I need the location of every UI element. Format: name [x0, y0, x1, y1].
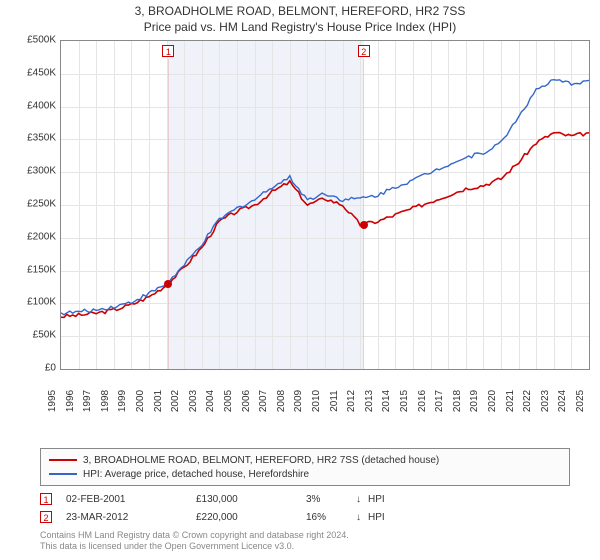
footer-attribution: Contains HM Land Registry data © Crown c…: [40, 530, 349, 552]
chart-titles: 3, BROADHOLME ROAD, BELMONT, HEREFORD, H…: [0, 0, 600, 34]
sale-marker-flag: 1: [162, 45, 174, 57]
ytick-label: £300K: [10, 166, 56, 177]
sales-table: 1 02-FEB-2001£130,0003%↓HPI 2 23-MAR-2012£2…: [40, 490, 570, 526]
sale-pct: 16%: [306, 512, 356, 523]
title-line1: 3, BROADHOLME ROAD, BELMONT, HEREFORD, H…: [0, 4, 600, 18]
sale-marker-flag: 2: [358, 45, 370, 57]
line-series-svg: [61, 41, 589, 369]
series-line: [61, 80, 589, 315]
ytick-label: £250K: [10, 199, 56, 210]
sale-dot: [360, 221, 368, 229]
chart-wrap: 12 £0£50K£100K£150K£200K£250K£300K£350K£…: [10, 40, 590, 410]
sale-date: 02-FEB-2001: [66, 494, 196, 505]
xtick-label: 2025: [575, 390, 600, 412]
sale-date: 23-MAR-2012: [66, 512, 196, 523]
sale-marker-icon: 1: [40, 493, 52, 505]
ytick-label: £450K: [10, 67, 56, 78]
series-line: [61, 133, 589, 318]
legend-row: 3, BROADHOLME ROAD, BELMONT, HEREFORD, H…: [49, 453, 561, 467]
legend-label: 3, BROADHOLME ROAD, BELMONT, HEREFORD, H…: [83, 455, 439, 466]
legend-row: HPI: Average price, detached house, Here…: [49, 467, 561, 481]
legend-label: HPI: Average price, detached house, Here…: [83, 469, 309, 480]
ytick-label: £500K: [10, 35, 56, 46]
ytick-label: £400K: [10, 100, 56, 111]
sale-marker-icon: 2: [40, 511, 52, 523]
ytick-label: £350K: [10, 133, 56, 144]
ytick-label: £50K: [10, 330, 56, 341]
plot-area: 12: [60, 40, 590, 370]
title-line2: Price paid vs. HM Land Registry's House …: [0, 20, 600, 34]
sale-hpi-label: HPI: [368, 512, 398, 523]
sale-dot: [164, 280, 172, 288]
footer-line2: This data is licensed under the Open Gov…: [40, 541, 349, 552]
legend-swatch: [49, 473, 77, 475]
ytick-label: £0: [10, 363, 56, 374]
sale-row: 2 23-MAR-2012£220,00016%↓HPI: [40, 508, 570, 526]
ytick-label: £200K: [10, 231, 56, 242]
legend-box: 3, BROADHOLME ROAD, BELMONT, HEREFORD, H…: [40, 448, 570, 486]
sale-pct: 3%: [306, 494, 356, 505]
footer-line1: Contains HM Land Registry data © Crown c…: [40, 530, 349, 541]
arrow-down-icon: ↓: [356, 494, 368, 505]
ytick-label: £100K: [10, 297, 56, 308]
sale-price: £220,000: [196, 512, 306, 523]
sale-hpi-label: HPI: [368, 494, 398, 505]
sale-price: £130,000: [196, 494, 306, 505]
ytick-label: £150K: [10, 264, 56, 275]
arrow-down-icon: ↓: [356, 512, 368, 523]
sale-row: 1 02-FEB-2001£130,0003%↓HPI: [40, 490, 570, 508]
legend-swatch: [49, 459, 77, 461]
